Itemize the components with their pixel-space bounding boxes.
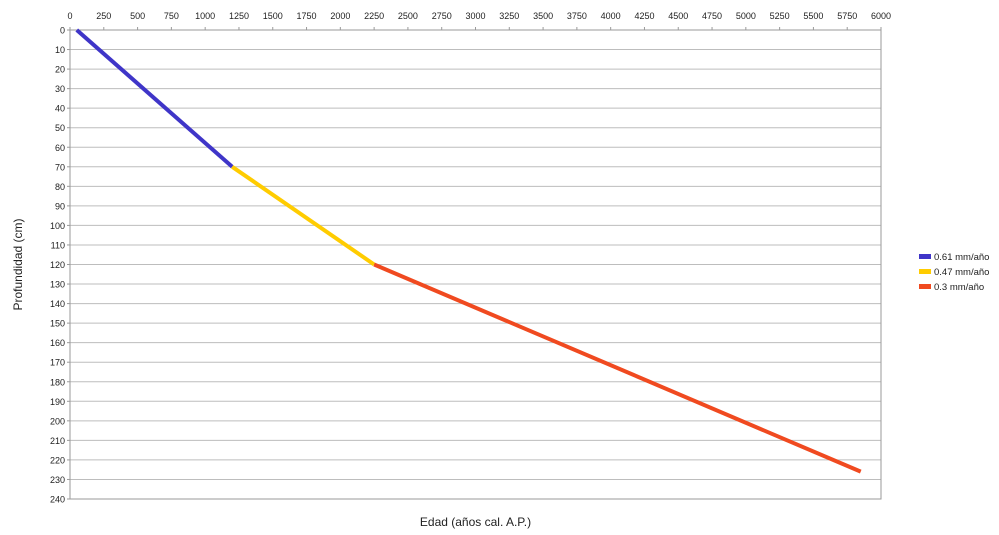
y-tick-label: 30 [55,84,65,94]
y-tick-label: 200 [50,416,65,426]
y-tick-label: 190 [50,397,65,407]
x-tick-label: 5250 [770,11,790,21]
x-tick-label: 3750 [567,11,587,21]
x-tick-label: 0 [67,11,72,21]
x-tick-label: 5000 [736,11,756,21]
x-tick-label: 3000 [465,11,485,21]
x-tick-label: 250 [96,11,111,21]
x-tick-label: 2750 [432,11,452,21]
x-tick-label: 750 [164,11,179,21]
y-tick-label: 60 [55,143,65,153]
x-tick-label: 5500 [803,11,823,21]
x-tick-label: 3250 [499,11,519,21]
y-axis-title: Profundidad (cm) [11,218,25,310]
series-line-2 [231,165,376,267]
y-tick-label: 90 [55,201,65,211]
x-axis-tick-labels: 0 250 500 750 1000 1250 1500 1750 2000 2250 2500 27… [67,11,891,30]
legend-swatch [919,284,931,289]
y-tick-label: 110 [51,240,65,250]
y-axis-tick-labels: 0 10 20 30 40 50 60 70 80 90 100 110 120 130 140 150 160… [50,26,70,505]
legend-label: 0.3 mm/año [934,282,984,293]
x-tick-label: 1500 [263,11,283,21]
y-tick-label: 220 [50,455,65,465]
y-tick-label: 170 [50,358,65,368]
legend-label: 0.61 mm/año [934,252,989,263]
y-tick-label: 70 [55,162,65,172]
y-tick-label: 80 [55,182,65,192]
y-tick-label: 20 [55,65,65,75]
y-tick-label: 210 [50,436,65,446]
y-tick-label: 140 [50,299,65,309]
x-tick-label: 2500 [398,11,418,21]
y-tick-label: 10 [55,45,65,55]
x-axis-title: Edad (años cal. A.P.) [420,515,531,529]
y-tick-label: 180 [50,377,65,387]
x-tick-label: 1250 [229,11,249,21]
x-tick-label: 4500 [668,11,688,21]
series-line-3 [373,262,862,474]
x-tick-label: 2250 [364,11,384,21]
x-tick-label: 4250 [634,11,654,21]
legend: 0.61 mm/año 0.47 mm/año 0.3 mm/año [919,252,989,293]
y-tick-label: 240 [50,495,65,505]
legend-label: 0.47 mm/año [934,267,989,278]
series-line-1 [75,28,234,169]
x-tick-label: 1000 [195,11,215,21]
legend-swatch [919,269,931,274]
x-tick-label: 4750 [702,11,722,21]
x-tick-label: 500 [130,11,145,21]
y-tick-label: 40 [55,104,65,114]
x-tick-label: 6000 [871,11,891,21]
y-tick-label: 130 [50,280,65,290]
x-tick-label: 3500 [533,11,553,21]
y-tick-label: 0 [60,26,65,36]
data-series [75,28,862,474]
x-tick-label: 2000 [330,11,350,21]
y-tick-label: 160 [50,338,65,348]
y-tick-label: 150 [50,319,65,329]
x-tick-label: 5750 [837,11,857,21]
grid [70,49,881,480]
y-tick-label: 230 [50,475,65,485]
y-tick-label: 50 [55,123,65,133]
legend-swatch [919,254,931,259]
y-tick-label: 120 [50,260,65,270]
x-tick-label: 4000 [601,11,621,21]
x-tick-label: 1750 [297,11,317,21]
y-tick-label: 100 [50,221,65,231]
